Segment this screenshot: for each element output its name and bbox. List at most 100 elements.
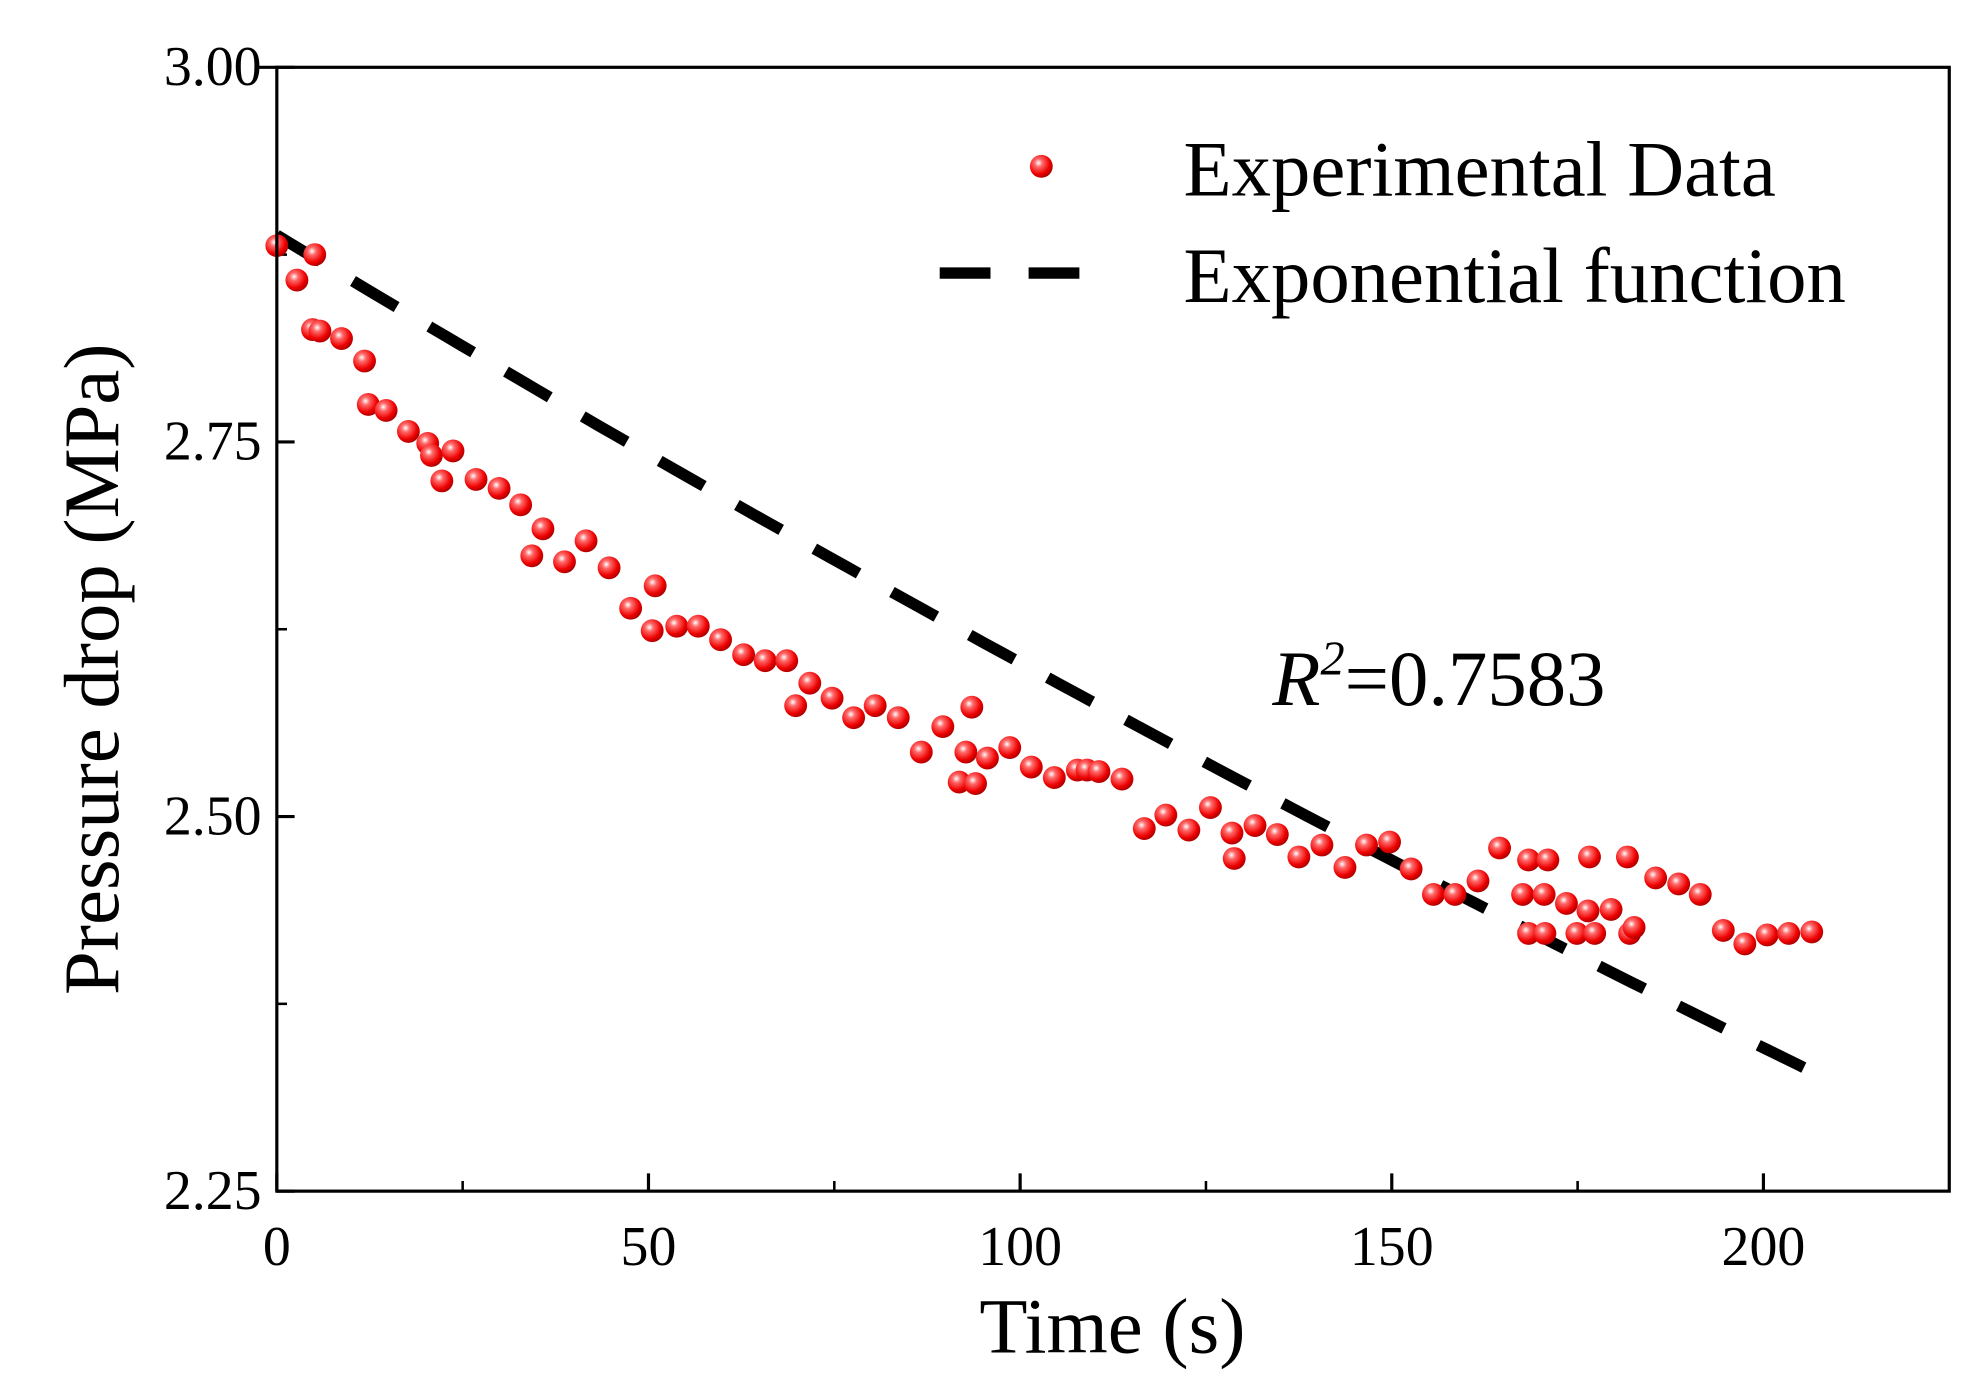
x-tick-label: 50 [621, 1216, 677, 1278]
data-point [947, 770, 971, 794]
data-point [619, 596, 643, 620]
data-point [909, 740, 933, 764]
data-point [574, 529, 598, 553]
legend: Experimental Data Exponential function [939, 127, 1846, 320]
data-point [1576, 899, 1600, 923]
data-points [265, 234, 1824, 956]
data-point [842, 706, 866, 730]
data-point [686, 614, 710, 638]
data-point [975, 746, 999, 770]
data-point [1042, 766, 1066, 790]
legend-marker-experimental [1029, 154, 1053, 178]
data-point [1488, 836, 1511, 860]
data-point [1019, 755, 1043, 779]
data-point [1536, 848, 1560, 872]
r-superscript: 2 [1321, 632, 1345, 685]
data-point [1755, 923, 1779, 947]
data-point [784, 694, 808, 718]
data-point [1517, 848, 1540, 872]
x-tick-label: 150 [1350, 1216, 1434, 1278]
y-axis-label: Pressure drop (MPa) [49, 343, 136, 995]
x-tick-label: 100 [978, 1216, 1062, 1278]
data-point [374, 399, 398, 422]
data-point [553, 550, 576, 574]
data-point [396, 420, 420, 443]
x-tick-label: 200 [1722, 1216, 1806, 1278]
data-point [1265, 823, 1289, 846]
data-point [1517, 921, 1540, 945]
data-point [863, 694, 887, 718]
data-point [1622, 915, 1646, 939]
x-axis-label: Time (s) [979, 1283, 1245, 1370]
data-point [520, 544, 544, 568]
data-point [1711, 918, 1735, 942]
data-point [1777, 921, 1801, 945]
data-point [775, 649, 799, 673]
data-point [1555, 892, 1578, 915]
data-point [1355, 833, 1378, 857]
r-squared-annotation: R2=0.7583 [1271, 632, 1605, 722]
data-point [1399, 857, 1423, 881]
data-point [1533, 921, 1557, 945]
data-point [1511, 883, 1535, 906]
data-point [1177, 818, 1201, 842]
axis-ticks: 0 50 100 150 200 2.25 2.50 2.75 3.00 [164, 36, 1805, 1278]
data-point [954, 740, 978, 764]
data-point [1443, 883, 1467, 906]
data-point [330, 327, 353, 350]
data-point [1800, 920, 1824, 944]
data-point [1287, 845, 1311, 869]
data-point [709, 628, 733, 652]
data-point [1222, 847, 1246, 870]
data-point [430, 469, 454, 493]
exponential-fit-line [276, 230, 1817, 1078]
data-point [665, 614, 689, 638]
data-point [931, 715, 955, 739]
data-point [1644, 866, 1668, 890]
data-point [356, 393, 380, 416]
data-point [1466, 869, 1490, 893]
data-point [886, 706, 910, 730]
fit-line [276, 230, 1817, 1078]
data-point [643, 574, 667, 598]
data-point [1132, 817, 1156, 840]
legend-label-experimental: Experimental Data [1184, 127, 1776, 214]
plot-frame [275, 65, 1951, 1193]
data-point [960, 695, 984, 719]
data-point [420, 443, 443, 467]
data-point [1243, 814, 1267, 837]
data-point [1667, 872, 1691, 896]
data-point [303, 243, 327, 267]
data-point [1583, 921, 1607, 945]
data-point [1733, 932, 1757, 956]
data-point [285, 268, 309, 292]
data-point [509, 493, 533, 517]
data-point [1333, 856, 1357, 879]
data-point [1688, 883, 1712, 906]
data-point [1565, 921, 1589, 945]
data-point [1532, 883, 1556, 906]
data-point [798, 671, 822, 695]
r-symbol: R [1271, 636, 1320, 723]
y-tick-label: 3.00 [164, 36, 262, 98]
y-tick-label: 2.25 [164, 1160, 262, 1222]
legend-label-exponential: Exponential function [1184, 233, 1846, 320]
data-point [1421, 883, 1445, 906]
data-point [1198, 796, 1222, 819]
data-point [1220, 821, 1244, 845]
y-tick-label: 2.50 [164, 785, 262, 847]
data-point [464, 467, 488, 491]
data-point [1599, 898, 1623, 921]
x-tick-label: 0 [263, 1216, 291, 1278]
data-point [1110, 767, 1134, 791]
data-point [1310, 833, 1334, 857]
r-value: =0.7583 [1345, 636, 1606, 723]
data-point [531, 517, 555, 541]
y-tick-label: 2.75 [164, 411, 262, 473]
data-point [820, 686, 844, 710]
data-point [1154, 803, 1178, 827]
data-point [753, 649, 777, 673]
data-point [1087, 760, 1111, 784]
data-point [732, 643, 756, 667]
